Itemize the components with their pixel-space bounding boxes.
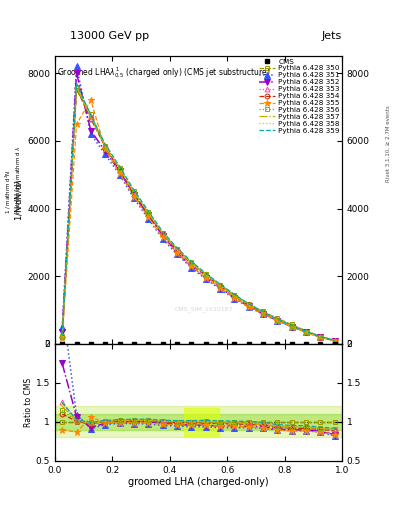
Text: Rivet 3.1.10, ≥ 2.7M events: Rivet 3.1.10, ≥ 2.7M events — [386, 105, 391, 182]
Text: CMS_SIM_1920187: CMS_SIM_1920187 — [175, 307, 233, 312]
X-axis label: groomed LHA (charged-only): groomed LHA (charged-only) — [128, 477, 269, 487]
Text: Groomed LHA$\lambda^1_{0.5}$ (charged only) (CMS jet substructure): Groomed LHA$\lambda^1_{0.5}$ (charged on… — [57, 65, 271, 80]
Text: Jets: Jets — [321, 31, 342, 41]
Bar — [55, 414, 342, 430]
Text: 1 / mathrm d$^2$N
mathrm d$p_T$ mathrm d $\lambda$: 1 / mathrm d$^2$N mathrm d$p_T$ mathrm d… — [4, 145, 24, 214]
Bar — [55, 406, 342, 437]
Legend: CMS, Pythia 6.428 350, Pythia 6.428 351, Pythia 6.428 352, Pythia 6.428 353, Pyt: CMS, Pythia 6.428 350, Pythia 6.428 351,… — [259, 58, 340, 135]
Y-axis label: $\mathrm{1/N\; dN/d}\lambda$: $\mathrm{1/N\; dN/d}\lambda$ — [13, 179, 24, 221]
Y-axis label: Ratio to CMS: Ratio to CMS — [24, 378, 33, 427]
Bar — [184, 408, 219, 436]
Text: 13000 GeV pp: 13000 GeV pp — [70, 31, 150, 41]
